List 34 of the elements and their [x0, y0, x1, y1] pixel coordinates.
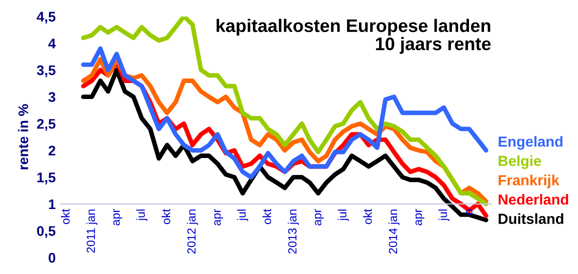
- y-tick-label: 0: [48, 252, 56, 263]
- y-axis-title: rente in %: [18, 104, 28, 170]
- y-tick-label: 1,5: [37, 172, 56, 184]
- y-tick-label: 1: [48, 199, 56, 210]
- x-tick-label: apr: [214, 209, 224, 226]
- x-tick-label: 2014 jan: [388, 210, 400, 254]
- x-tick-label: okt: [363, 208, 372, 224]
- series-label: Nederland: [498, 194, 568, 205]
- x-tick-label: okt: [262, 208, 272, 224]
- x-tick-label: apr: [314, 209, 324, 226]
- x-tick-label: apr: [113, 209, 122, 226]
- y-tick-label: 3,5: [36, 65, 56, 78]
- x-tick-label: 2013 jan: [288, 210, 299, 254]
- text: Belgie: [498, 155, 542, 170]
- series-label: Engeland: [498, 136, 562, 150]
- x-tick-label: jul: [438, 210, 450, 221]
- y-tick-label: 3: [48, 92, 56, 102]
- x-tick-label: o: [466, 209, 472, 215]
- x-tick-label: okt: [60, 208, 70, 224]
- text: kapitaalkosten Europese landen 10 jaars rente: [216, 18, 491, 54]
- series-label: Duitsland: [498, 213, 564, 224]
- x-tick-label: jul: [338, 210, 349, 221]
- y-tick-label: 0,5: [37, 226, 56, 238]
- y-tick-label: 2: [48, 146, 56, 156]
- y-tick-label: 4,5: [36, 12, 56, 24]
- x-tick-label: jul: [136, 210, 148, 221]
- y-tick-label: 4: [48, 38, 56, 48]
- x-tick-label: 2011 jan: [86, 210, 98, 253]
- x-tick-label: 2012 jan: [186, 210, 198, 254]
- x-tick-label: okt: [162, 208, 170, 224]
- x-tick-label: jul: [237, 210, 248, 221]
- series-label: Frankrijk: [498, 174, 560, 188]
- x-tick-label: apr: [415, 209, 424, 226]
- y-tick-label: 2,5: [37, 118, 56, 131]
